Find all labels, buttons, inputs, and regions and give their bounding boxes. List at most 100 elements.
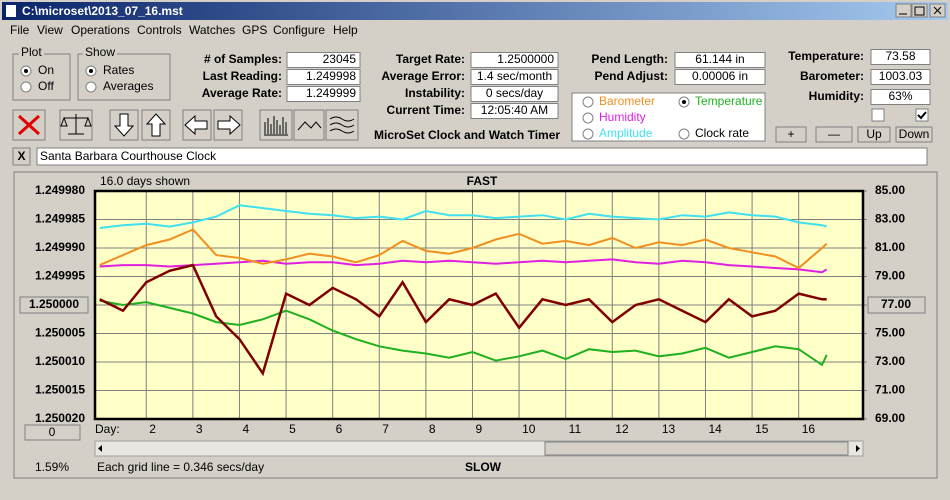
clock-name-input[interactable] <box>36 147 928 166</box>
menu-item[interactable]: Configure <box>273 23 325 37</box>
field-box <box>286 86 361 102</box>
field-value: 1.4 sec/month <box>477 69 552 83</box>
radio[interactable] <box>582 128 594 140</box>
radio[interactable] <box>85 81 97 93</box>
x-tick-label: 13 <box>662 422 676 436</box>
button-label: 0 <box>49 425 56 439</box>
radio[interactable] <box>20 81 32 93</box>
field-value: 0.00006 in <box>692 69 748 83</box>
y2-tick-label: 77.00 <box>881 297 911 311</box>
x-axis-label: Day: <box>95 422 120 436</box>
icon-up <box>145 113 167 137</box>
menu-item[interactable]: File <box>10 23 30 37</box>
button[interactable] <box>775 126 807 143</box>
field-box <box>470 52 559 68</box>
radios: On Off Rates Averages <box>20 63 153 93</box>
button[interactable] <box>867 296 926 314</box>
button-label: + <box>787 127 794 141</box>
button[interactable] <box>895 126 933 143</box>
menu-item[interactable]: GPS <box>242 23 267 37</box>
checkbox[interactable] <box>915 108 929 122</box>
field-box <box>870 49 931 65</box>
field-label: Barometer: <box>800 69 864 83</box>
field-label: Pend Length: <box>591 52 668 66</box>
x-tick-label: 9 <box>475 422 482 436</box>
field-value: 1.2500000 <box>497 52 554 66</box>
menu-item[interactable]: Watches <box>189 23 235 37</box>
checkbox[interactable] <box>871 108 885 122</box>
field-box <box>870 89 931 105</box>
radio[interactable] <box>582 112 594 124</box>
grid-note: Each grid line = 0.346 secs/day <box>97 460 264 474</box>
icon-bars <box>264 116 288 136</box>
button-label: Down <box>899 127 930 141</box>
field-value: 73.58 <box>885 49 915 63</box>
icon-right <box>217 114 241 136</box>
series-line <box>99 258 828 274</box>
x-tick-label: 12 <box>615 422 629 436</box>
legend-label: Humidity <box>599 110 646 124</box>
field-box <box>674 69 766 85</box>
button[interactable] <box>815 126 853 143</box>
y-tick-label: 1.249985 <box>35 212 85 226</box>
menu-item[interactable]: Operations <box>71 23 130 37</box>
field-box <box>470 86 559 102</box>
adjust-buttons: + — Up Down <box>775 126 933 143</box>
button[interactable] <box>12 147 31 166</box>
tool-button[interactable] <box>293 109 325 141</box>
x-tick-label: 7 <box>382 422 389 436</box>
toolbar <box>12 109 359 141</box>
app-icon <box>6 5 16 17</box>
check <box>917 111 927 120</box>
y2-tick-label: 73.00 <box>875 354 905 368</box>
radio[interactable] <box>582 96 594 108</box>
field-box <box>470 103 559 119</box>
field-value: 1003.03 <box>879 69 923 83</box>
y2-tick-label: 83.00 <box>875 212 905 226</box>
chart: 1.249980 1.249985 1.249990 1.249995 1.250000… <box>19 183 926 436</box>
y2-tick-label: 85.00 <box>875 183 905 197</box>
minimize[interactable] <box>895 3 912 18</box>
icon-x <box>17 114 41 136</box>
field-label: Instability: <box>405 86 465 100</box>
field-label: Target Rate: <box>396 52 465 66</box>
button[interactable] <box>24 424 81 441</box>
radio[interactable] <box>678 128 690 140</box>
legend-label: Temperature <box>695 94 763 108</box>
radio-dot <box>89 69 93 73</box>
y-tick-label: 1.250000 <box>29 297 79 311</box>
x-tick-label: 5 <box>289 422 296 436</box>
menu-item[interactable]: View <box>37 23 63 37</box>
y-tick-label: 1.250005 <box>35 326 85 340</box>
y2-tick-label: 81.00 <box>875 240 905 254</box>
y2-tick-label: 69.00 <box>875 411 905 425</box>
legend: Barometer Humidity Amplitude Temperature Clo… <box>582 94 763 140</box>
y-tick-label: 1.249990 <box>35 240 85 254</box>
bottom-label: SLOW <box>465 460 502 474</box>
y2-tick-label: 75.00 <box>875 326 905 340</box>
x-tick-label: 2 <box>149 422 156 436</box>
button[interactable] <box>857 126 891 143</box>
status: 1.59% <box>35 460 69 474</box>
radio-label: Averages <box>103 79 153 93</box>
y-tick-label: 1.249995 <box>35 269 85 283</box>
series-legend <box>571 92 766 142</box>
radio-label: Off <box>38 79 54 93</box>
field-value: 23045 <box>323 52 357 66</box>
menu-item[interactable]: Help <box>333 23 358 37</box>
series-line <box>99 204 827 229</box>
field-value: 1.249998 <box>306 69 356 83</box>
x-tick-label: 10 <box>522 422 536 436</box>
field-label: Last Reading: <box>203 69 282 83</box>
x-tick-label: 6 <box>336 422 343 436</box>
x-tick-label: 14 <box>708 422 722 436</box>
y2-tick-label: 71.00 <box>875 383 905 397</box>
heading: MicroSet Clock and Watch Timer <box>374 128 560 142</box>
scroll-thumb[interactable] <box>544 441 849 456</box>
x-tick-label: 16 <box>802 422 816 436</box>
radio-dot <box>24 69 28 73</box>
chart-title: FAST <box>467 174 498 188</box>
menu-item[interactable]: Controls <box>137 23 182 37</box>
button[interactable] <box>19 296 89 314</box>
